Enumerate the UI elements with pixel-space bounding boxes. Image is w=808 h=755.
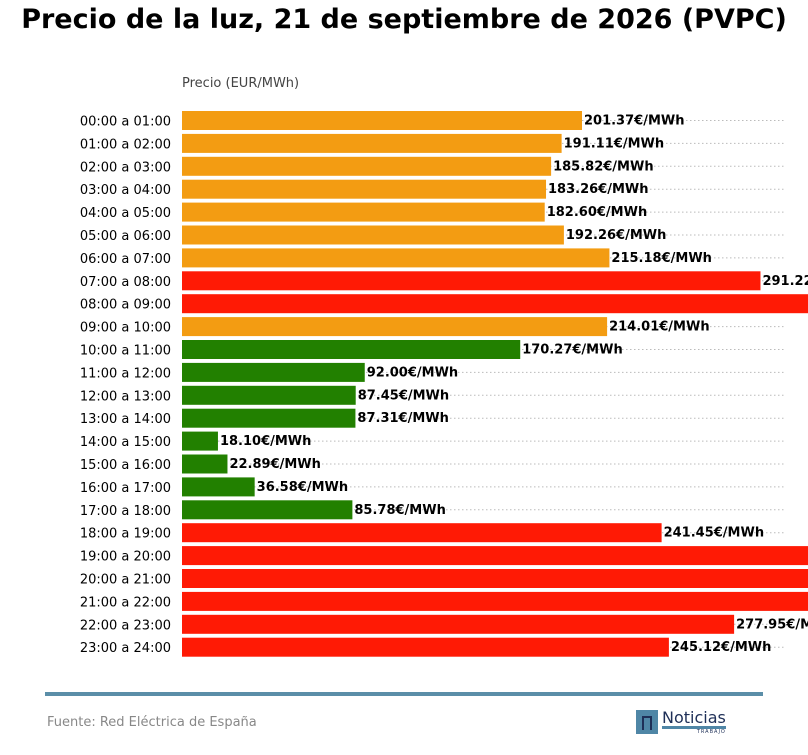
category-label: 06:00 a 07:00 — [80, 252, 171, 267]
bar — [182, 614, 735, 634]
chart-title: Precio de la luz, 21 de septiembre de 20… — [21, 4, 787, 35]
category-label: 18:00 a 19:00 — [80, 527, 171, 542]
category-label: 15:00 a 16:00 — [80, 458, 171, 473]
source-note: Fuente: Red Eléctrica de España — [47, 715, 257, 730]
value-label: 182.60€/MWh — [547, 205, 648, 220]
value-label: 192.26€/MWh — [566, 228, 667, 243]
bar — [182, 294, 808, 314]
value-label: 85.78€/MWh — [354, 503, 445, 518]
value-label: 36.58€/MWh — [257, 480, 348, 495]
category-label: 13:00 a 14:00 — [80, 412, 171, 427]
bar — [182, 225, 564, 245]
logo-word: Noticias — [662, 707, 726, 727]
footer-divider — [45, 692, 763, 696]
category-label: 20:00 a 21:00 — [80, 573, 171, 588]
value-label: 214.01€/MWh — [609, 320, 710, 335]
value-label: 185.82€/MWh — [553, 159, 654, 174]
category-label: 22:00 a 23:00 — [80, 618, 171, 633]
category-label: 11:00 a 12:00 — [80, 366, 171, 381]
logo-icon — [636, 710, 658, 734]
category-label: 16:00 a 17:00 — [80, 481, 171, 496]
value-labels: 201.37€/MWh 191.11€/MWh 185.82€/MWh 183.26€… — [220, 114, 808, 656]
bars — [182, 111, 808, 657]
brand-logo: Noticias TRABAJO — [636, 709, 726, 735]
category-label: 00:00 a 01:00 — [80, 115, 171, 130]
value-label: 18.10€/MWh — [220, 434, 311, 449]
value-label: 22.89€/MWh — [229, 457, 320, 472]
bar — [182, 569, 808, 588]
value-label: 170.27€/MWh — [522, 343, 623, 358]
bar — [182, 500, 353, 520]
category-label: 07:00 a 08:00 — [80, 275, 171, 290]
category-label: 14:00 a 15:00 — [80, 435, 171, 450]
value-label: 191.11€/MWh — [564, 136, 665, 151]
value-label: 92.00€/MWh — [367, 365, 458, 380]
value-label: 87.31€/MWh — [357, 411, 448, 426]
category-label: 03:00 a 04:00 — [80, 183, 171, 198]
value-label: 201.37€/MWh — [584, 114, 685, 129]
logo-subword: TRABAJO — [662, 725, 726, 735]
value-label: 241.45€/MWh — [664, 526, 765, 541]
category-label: 19:00 a 20:00 — [80, 550, 171, 565]
category-labels: 00:00 a 01:00 01:00 a 02:00 02:00 a 03:00 0… — [80, 115, 171, 657]
bar — [182, 385, 356, 405]
grid-lines — [182, 120, 785, 648]
value-label: 291.22€/MWh — [762, 274, 808, 289]
bar — [182, 317, 608, 337]
value-label: 183.26€/MWh — [548, 182, 649, 197]
bar — [182, 156, 552, 176]
bar — [182, 546, 808, 566]
category-label: 17:00 a 18:00 — [80, 504, 171, 519]
category-label: 08:00 a 09:00 — [80, 298, 171, 313]
category-label: 05:00 a 06:00 — [80, 229, 171, 244]
category-label: 12:00 a 13:00 — [80, 389, 171, 404]
category-label: 21:00 a 22:00 — [80, 595, 171, 610]
bar — [182, 248, 610, 268]
bar — [182, 111, 582, 130]
bar — [182, 179, 547, 199]
category-label: 09:00 a 10:00 — [80, 321, 171, 336]
category-label: 01:00 a 02:00 — [80, 137, 171, 152]
bar — [182, 362, 365, 382]
bar-chart: Precio (EUR/MWh) 00:00 a 01:00 01:00 a 02… — [80, 76, 808, 657]
category-label: 04:00 a 05:00 — [80, 206, 171, 221]
bar — [182, 408, 356, 428]
value-label: 277.95€/MWh — [736, 617, 808, 632]
bar — [182, 133, 562, 153]
category-label: 02:00 a 03:00 — [80, 160, 171, 175]
bar — [182, 637, 669, 657]
value-label: 215.18€/MWh — [611, 251, 712, 266]
category-label: 10:00 a 11:00 — [80, 344, 171, 359]
bar — [182, 523, 662, 543]
bar — [182, 431, 218, 451]
value-label: 245.12€/MWh — [671, 640, 772, 655]
x-axis-label: Precio (EUR/MWh) — [182, 76, 299, 91]
value-label: 87.45€/MWh — [358, 388, 449, 403]
bar — [182, 477, 255, 497]
bar — [182, 271, 761, 291]
bar — [182, 591, 808, 611]
category-label: 23:00 a 24:00 — [80, 641, 171, 656]
bar — [182, 202, 545, 222]
bar — [182, 454, 228, 474]
bar — [182, 340, 521, 359]
